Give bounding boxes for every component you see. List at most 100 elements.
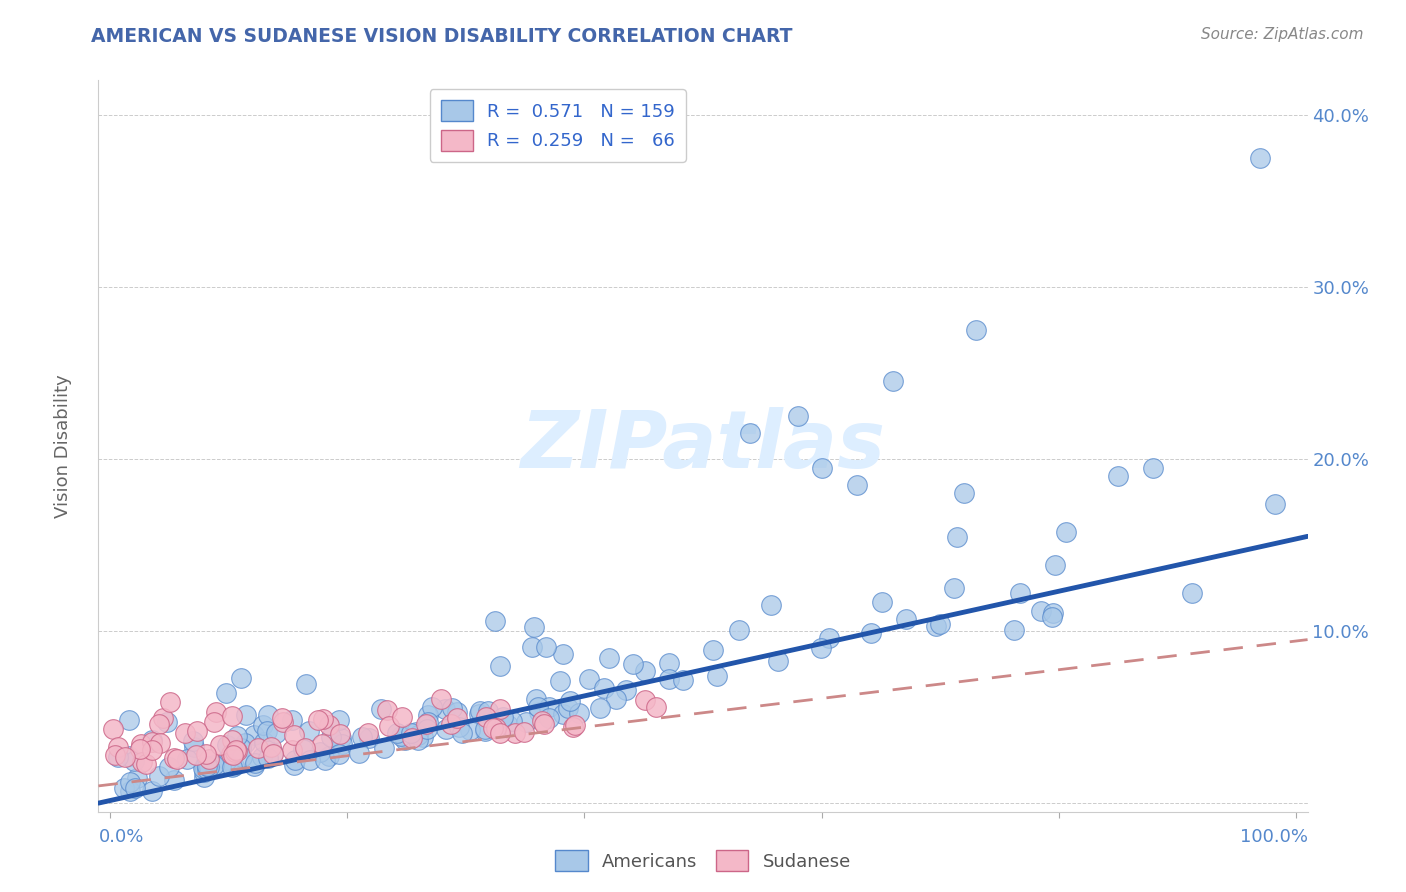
Point [401,731,423,745]
Point [235,707,257,722]
Point [418,715,440,730]
Point [434,722,457,736]
Point [658,672,681,686]
Text: 100.0%: 100.0% [1240,828,1308,846]
Point [283,757,305,772]
Point [488,726,510,740]
Point [527,706,550,720]
Point [634,664,657,678]
Point [406,732,429,747]
Point [422,700,444,714]
Point [217,753,239,767]
Point [257,708,280,723]
Point [233,736,256,750]
Point [173,726,195,740]
Point [294,740,316,755]
Point [107,740,129,755]
Point [1054,524,1077,539]
Point [215,738,238,752]
Point [209,738,232,752]
Point [399,726,422,740]
Point [256,723,278,738]
Point [103,722,125,736]
Point [375,703,398,717]
Point [195,759,218,773]
Point [415,723,437,737]
Point [416,708,439,723]
Point [193,764,215,779]
Point [118,714,141,728]
Text: Vision Disability: Vision Disability [55,374,72,518]
Point [391,710,413,724]
Point [1043,558,1066,572]
Point [271,711,294,725]
Point [501,714,523,728]
Point [222,747,245,762]
Point [538,699,561,714]
Point [412,731,434,745]
Point [195,763,218,777]
Point [181,734,204,748]
Point [468,704,491,718]
Point [482,721,505,735]
Point [557,701,579,715]
Point [141,732,163,747]
Legend: Americans, Sudanese: Americans, Sudanese [548,843,858,879]
Point [152,711,174,725]
Point [225,743,247,757]
Point [260,739,283,754]
Point [965,323,987,337]
Point [283,728,305,742]
Point [166,752,188,766]
Point [243,728,266,742]
Point [225,729,247,743]
Point [204,706,226,720]
Point [262,746,284,760]
Point [186,723,208,738]
Point [474,723,496,738]
Point [357,726,380,740]
Point [530,714,553,729]
Point [159,695,181,709]
Point [475,710,498,724]
Point [321,730,343,744]
Point [446,706,468,720]
Point [589,701,612,715]
Point [373,740,395,755]
Point [551,707,574,722]
Point [538,711,561,725]
Point [458,723,481,737]
Point [221,709,243,723]
Point [229,671,252,685]
Point [578,672,600,686]
Text: AMERICAN VS SUDANESE VISION DISABILITY CORRELATION CHART: AMERICAN VS SUDANESE VISION DISABILITY C… [91,27,793,45]
Point [221,760,243,774]
Point [524,692,547,706]
Point [553,647,575,661]
Point [477,704,499,718]
Point [389,730,412,744]
Point [122,754,145,768]
Point [1181,585,1204,599]
Point [191,761,214,775]
Point [1040,610,1063,624]
Point [370,702,392,716]
Point [252,749,274,764]
Point [605,692,627,706]
Point [1249,151,1271,165]
Point [484,614,506,628]
Point [558,694,581,708]
Point [394,732,416,747]
Point [118,748,141,763]
Point [1031,604,1053,618]
Point [523,620,546,634]
Point [786,409,808,423]
Point [925,619,948,633]
Point [359,731,381,745]
Point [141,784,163,798]
Point [440,717,463,731]
Point [129,737,152,751]
Point [118,784,141,798]
Point [312,712,335,726]
Text: ZIPatlas: ZIPatlas [520,407,886,485]
